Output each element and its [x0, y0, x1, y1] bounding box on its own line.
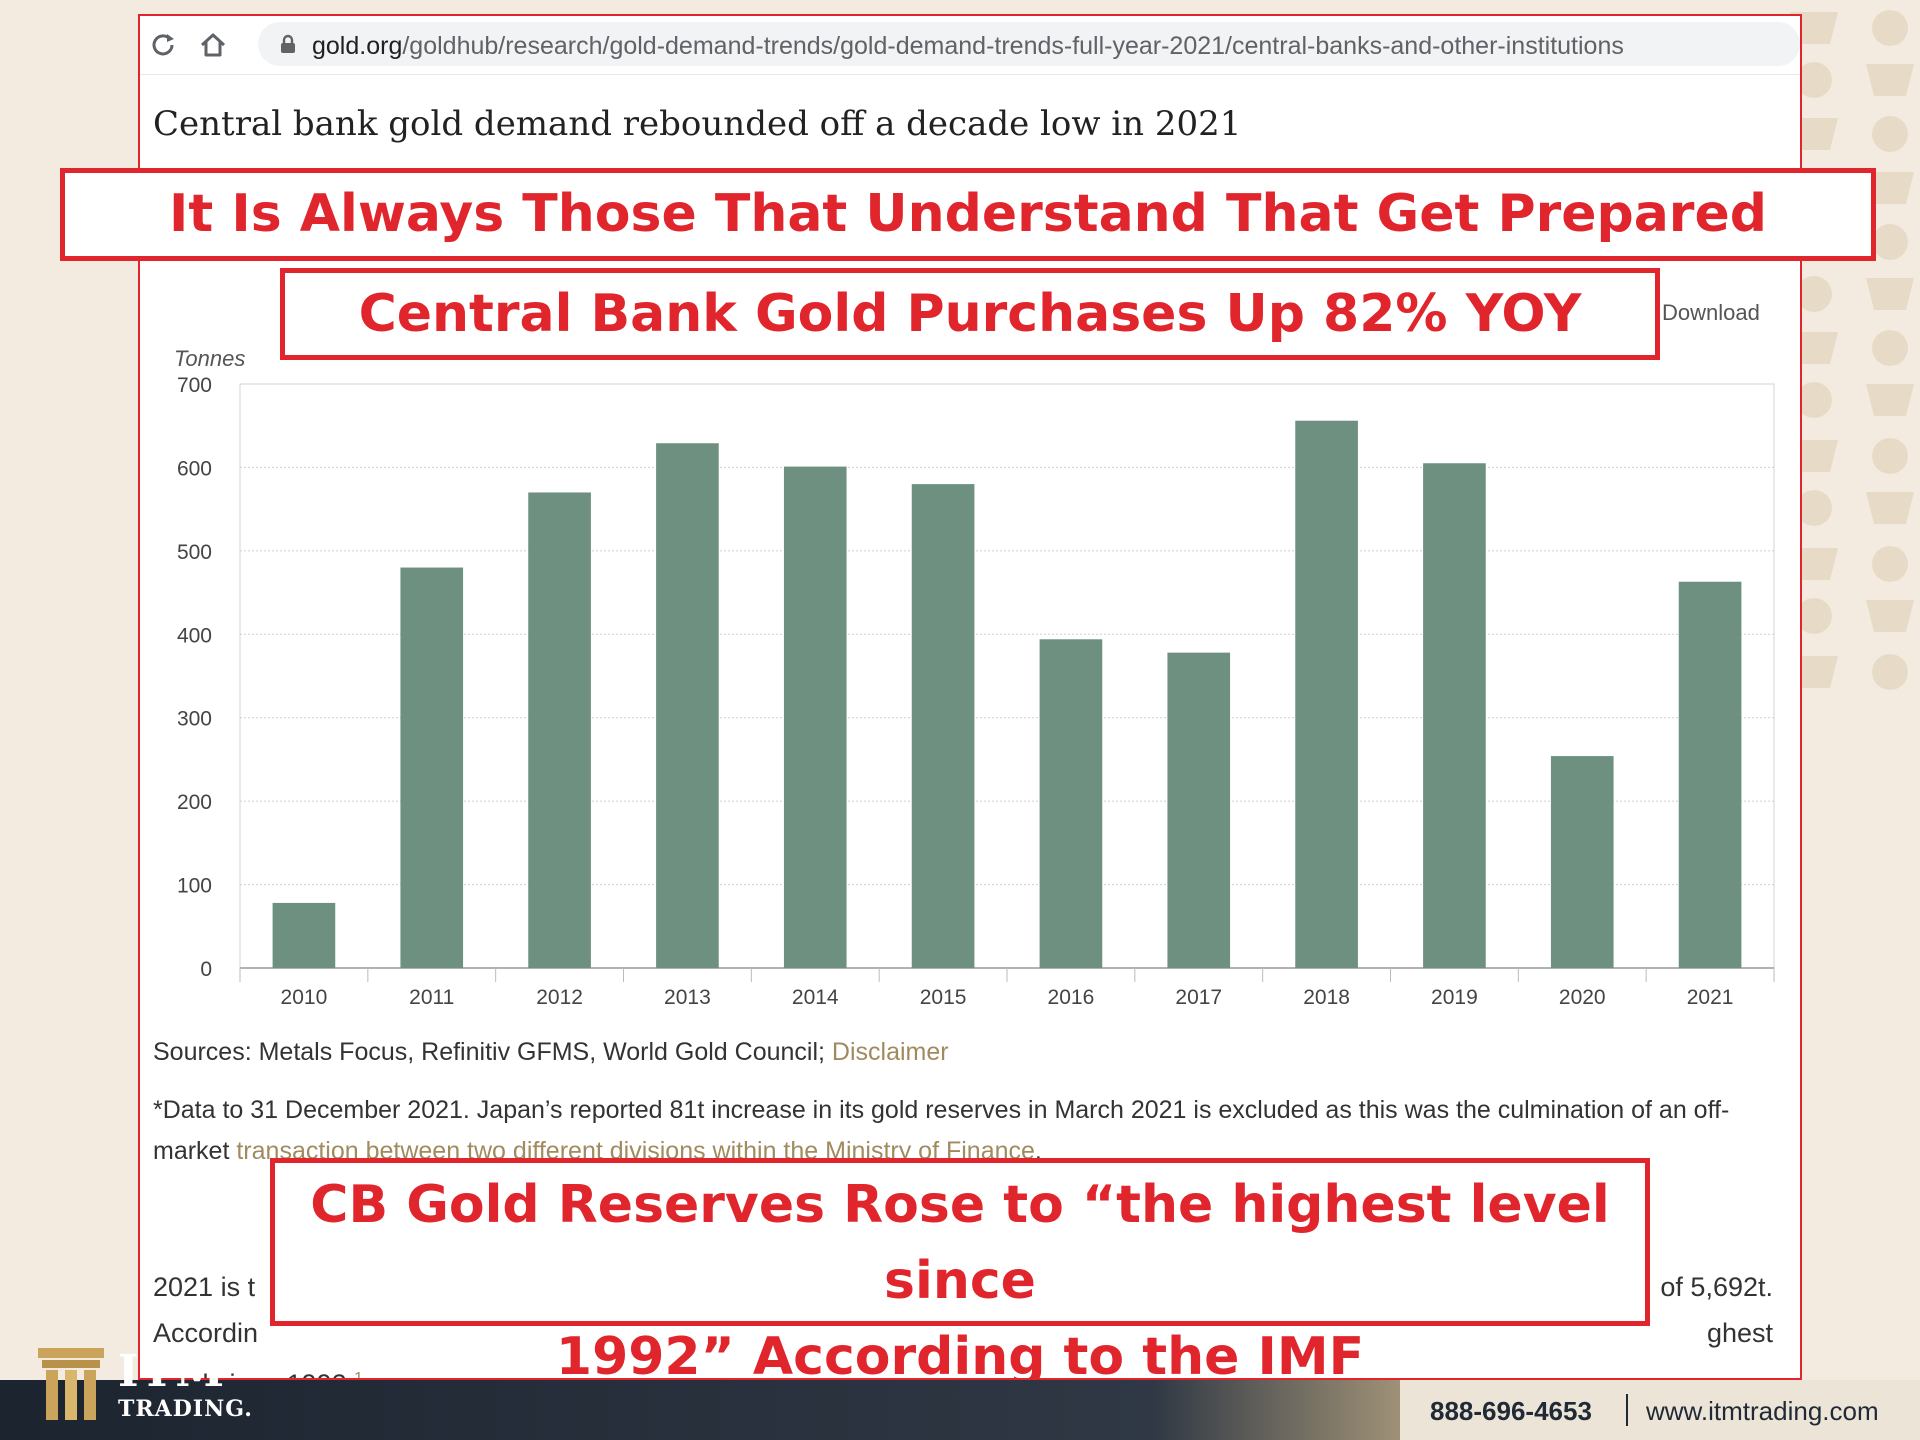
home-icon[interactable]: [198, 30, 228, 60]
y-tick-label: 700: [177, 374, 212, 397]
x-tick-label: 2014: [792, 986, 839, 1009]
banner-headline: It Is Always Those That Understand That …: [60, 168, 1876, 261]
bar-2012[interactable]: [528, 492, 591, 968]
body-fragment-4: ghest: [1706, 1318, 1773, 1348]
banner-reserves-line-2: 1992” According to the IMF: [555, 1327, 1365, 1387]
bar-2011[interactable]: [400, 567, 464, 968]
bar-2010[interactable]: [272, 902, 336, 968]
bar-2013[interactable]: [656, 443, 719, 969]
logo-wordmark: ITM: [118, 1346, 227, 1397]
website-link[interactable]: www.itmtrading.com: [1646, 1396, 1879, 1426]
browser-toolbar: gold.org/goldhub/research/gold-demand-tr…: [140, 16, 1800, 75]
banner-reserves: CB Gold Reserves Rose to “the highest le…: [270, 1158, 1650, 1387]
y-tick-label: 600: [177, 457, 212, 480]
y-tick-label: 100: [177, 875, 212, 898]
chart-sources: Sources: Metals Focus, Refinitiv GFMS, W…: [153, 1038, 949, 1067]
body-fragment-1: 2021 is t: [153, 1272, 256, 1302]
x-tick-label: 2018: [1303, 986, 1350, 1009]
body-fragment-3: Accordin: [153, 1318, 259, 1348]
body-fragment-5: level since 1992.: [153, 1369, 354, 1378]
url-text: gold.org/goldhub/research/gold-demand-tr…: [312, 32, 1624, 61]
footer-bar: [0, 1380, 1920, 1440]
x-tick-label: 2017: [1175, 986, 1222, 1009]
y-tick-label: 0: [200, 958, 212, 981]
x-tick-label: 2021: [1687, 986, 1734, 1009]
footnote-end: .: [1034, 1137, 1042, 1165]
footer-contact-panel: [1400, 1380, 1920, 1440]
bar-2017[interactable]: [1167, 652, 1231, 968]
y-axis-label: Tonnes: [174, 346, 245, 371]
article-body: 2021 is t of 5,692t. Accordin ghest leve…: [153, 1264, 1773, 1380]
x-tick-label: 2011: [409, 986, 454, 1009]
disclaimer-link[interactable]: Disclaimer: [831, 1038, 949, 1066]
logo-subtext: TRADING.: [118, 1396, 253, 1422]
y-tick-label: 300: [177, 708, 212, 731]
reload-icon[interactable]: [148, 30, 178, 60]
itm-logo-icon: [38, 1348, 104, 1420]
y-tick-label: 200: [177, 791, 212, 814]
y-tick-label: 400: [177, 624, 212, 647]
x-tick-label: 2015: [920, 986, 967, 1009]
sources-text: Sources: Metals Focus, Refinitiv GFMS, W…: [153, 1038, 832, 1066]
url-path: /goldhub/research/gold-demand-trends/gol…: [402, 32, 1624, 60]
bar-2014[interactable]: [783, 466, 847, 968]
x-tick-label: 2013: [664, 986, 711, 1009]
banner-reserves-line-1: CB Gold Reserves Rose to “the highest le…: [310, 1175, 1610, 1311]
bar-2018[interactable]: [1295, 420, 1358, 968]
plot-area: [239, 383, 1775, 969]
lock-icon: [281, 34, 295, 53]
x-tick-label: 2019: [1431, 986, 1478, 1009]
x-tick-label: 2016: [1048, 986, 1095, 1009]
y-tick-label: 500: [177, 541, 212, 564]
footer-separator: [1626, 1394, 1628, 1426]
url-domain: gold.org: [312, 32, 403, 60]
bar-2019[interactable]: [1423, 463, 1486, 968]
x-tick-label: 2020: [1559, 986, 1606, 1009]
footnote-ref[interactable]: 1: [354, 1370, 364, 1380]
phone-number[interactable]: 888-696-4653: [1430, 1396, 1592, 1426]
bar-2020[interactable]: [1550, 756, 1614, 968]
address-bar[interactable]: gold.org/goldhub/research/gold-demand-tr…: [258, 22, 1800, 66]
bar-2015[interactable]: [911, 484, 975, 968]
bar-2021[interactable]: [1678, 581, 1742, 968]
download-link[interactable]: Download: [1662, 300, 1760, 325]
bar-chart: Tonnes 0 100 200 300 400 500 600 700 2010 2011 2012…: [174, 346, 1775, 1009]
x-tick-label: 2010: [281, 986, 328, 1009]
footnote-text: *Data to 31 December 2021. Japan’s repor…: [153, 1096, 1730, 1165]
body-fragment-2: of 5,692t.: [1660, 1272, 1773, 1302]
article-title: Central bank gold demand rebounded off a…: [153, 104, 1242, 144]
bar-2016[interactable]: [1039, 639, 1103, 968]
banner-purchases: Central Bank Gold Purchases Up 82% YOY: [280, 268, 1660, 360]
x-tick-label: 2012: [536, 986, 583, 1009]
